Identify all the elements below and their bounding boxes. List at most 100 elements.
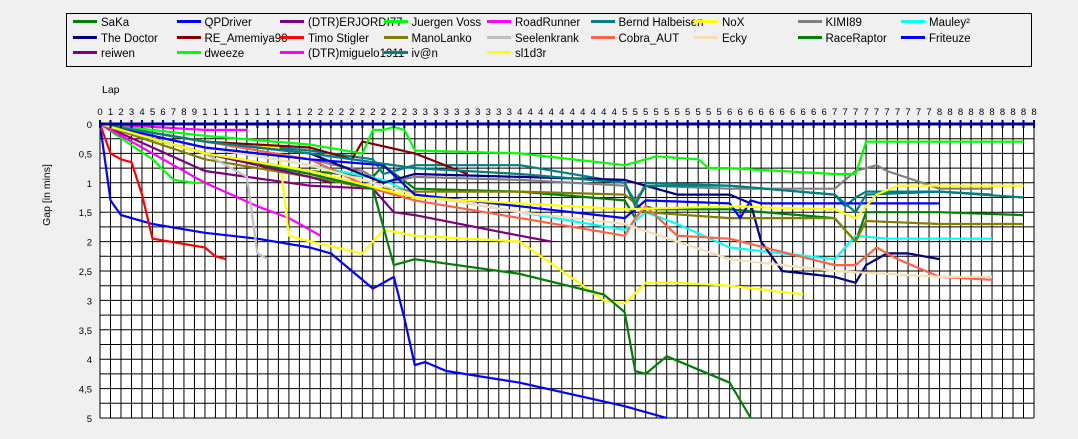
x-tick-label: 4 <box>517 107 522 118</box>
x-tick-label: 1 <box>213 107 218 118</box>
legend-swatch <box>280 35 304 39</box>
x-tick-label: 2 <box>307 107 312 118</box>
legend-label: RE_Amemiya90 <box>204 32 288 45</box>
x-tick-label: 1 <box>265 107 270 118</box>
legend-swatch <box>280 51 304 55</box>
legend-item: RaceRaptor <box>797 32 887 47</box>
legend-item: Bernd Halbeisen <box>590 16 704 31</box>
x-tick-label: 4 <box>591 107 596 118</box>
series-line-roadrunner <box>99 123 321 237</box>
x-tick-label: 1 <box>244 107 249 118</box>
legend-label: The Doctor <box>101 32 158 45</box>
x-tick-label: 1 <box>286 107 291 118</box>
x-tick-label: 6 <box>779 107 784 118</box>
legend-swatch <box>73 51 97 55</box>
x-tick-label: 5 <box>664 107 669 118</box>
x-tick-label: 3 <box>454 107 459 118</box>
legend-label: Friteuze <box>929 32 971 45</box>
x-tick-label: 7 <box>895 107 900 118</box>
series-line-nox <box>99 122 804 305</box>
legend-label: KIMI89 <box>825 17 862 29</box>
x-tick-label: 1 <box>297 107 302 118</box>
x-tick-label: 0 <box>97 107 102 118</box>
y-tick-label: 0,5 <box>79 149 92 160</box>
y-tick-label: 3 <box>87 296 92 307</box>
x-tick-label: 3 <box>507 107 512 118</box>
x-tick-label: 4 <box>538 107 543 118</box>
x-tick-label: 5 <box>706 107 711 118</box>
x-tick-label: 8 <box>1000 107 1005 118</box>
legend-label: sl1d3r <box>515 48 547 60</box>
x-tick-label: 4 <box>612 107 617 118</box>
legend-item: NoX <box>694 16 744 31</box>
legend-label: Mauley² <box>929 17 970 29</box>
x-tick-label: 7 <box>874 107 879 118</box>
legend-swatch <box>797 35 822 39</box>
x-tick-label: 8 <box>1010 107 1015 118</box>
legend-label: Cobra_AUT <box>618 32 680 45</box>
x-tick-label: 8 <box>947 107 952 118</box>
legend-label: (DTR)ERJORDI77 <box>308 17 403 29</box>
x-tick-label: 7 <box>926 107 931 118</box>
x-tick-label: 4 <box>559 107 564 118</box>
legend-item: RE_Amemiya90 <box>176 32 288 47</box>
legend-swatch <box>176 51 201 55</box>
x-tick-label: 7 <box>884 107 889 118</box>
legend-item: Timo Stigler <box>280 32 369 47</box>
x-tick-label: 2 <box>118 107 123 118</box>
legend-swatch <box>487 51 511 55</box>
x-tick-label: 9 <box>192 107 197 118</box>
x-tick-label: 5 <box>150 107 155 118</box>
series-line--dtr-erjordi77 <box>99 122 552 243</box>
legend-item: dweeze <box>176 47 245 62</box>
legend-item: Seelenkrank <box>487 32 579 47</box>
legend-label: RaceRaptor <box>825 32 887 45</box>
x-tick-label: 2 <box>328 107 333 118</box>
x-tick-label: 8 <box>968 107 973 118</box>
x-tick-label: 2 <box>402 107 407 118</box>
legend-label: SaKa <box>101 17 130 29</box>
x-tick-label: 3 <box>486 107 491 118</box>
x-tick-label: 7 <box>863 107 868 118</box>
x-tick-label: 6 <box>800 107 805 118</box>
x-tick-label: 5 <box>643 107 648 118</box>
legend-swatch <box>694 20 718 24</box>
legend-label: Seelenkrank <box>515 32 579 45</box>
legend-label: iv@n <box>411 48 438 60</box>
legend-swatch <box>694 35 718 39</box>
x-tick-label: 8 <box>181 107 186 118</box>
x-tick-label: 6 <box>738 107 743 118</box>
x-tick-label: 8 <box>989 107 994 118</box>
y-tick-label: 5 <box>87 414 92 425</box>
x-tick-label: 6 <box>769 107 774 118</box>
x-tick-label: 2 <box>339 107 344 118</box>
y-tick-label: 0 <box>87 120 92 131</box>
x-tick-label: 1 <box>234 107 239 118</box>
x-tick-label: 4 <box>528 107 533 118</box>
x-tick-label: 7 <box>842 107 847 118</box>
legend-item: (DTR)ERJORDI77 <box>280 16 403 31</box>
x-tick-label: 3 <box>412 107 417 118</box>
series-line-timo-stigler <box>98 123 227 261</box>
legend-label: dweeze <box>204 48 245 60</box>
series-line-juergen-voss <box>99 123 205 184</box>
series-line-the-doctor <box>99 122 940 284</box>
legend-swatch <box>901 35 925 39</box>
series-line-sl1d3r <box>99 122 1024 220</box>
legend-item: Cobra_AUT <box>590 32 680 47</box>
series-line--dtr-miguelo1911 <box>99 122 247 131</box>
x-tick-label: 3 <box>496 107 501 118</box>
legend-swatch <box>797 20 822 24</box>
y-tick-label: 2,5 <box>79 267 92 278</box>
legend-label: reiwen <box>101 48 135 60</box>
legend-item: (DTR)miguelo1911 <box>280 47 404 62</box>
legend-swatch <box>176 20 201 24</box>
x-tick-label: 8 <box>937 107 942 118</box>
x-tick-label: 3 <box>129 107 134 118</box>
x-tick-label: 5 <box>675 107 680 118</box>
x-tick-label: 1 <box>276 107 281 118</box>
legend-item: Mauley² <box>901 16 970 31</box>
grid-layer <box>99 123 1035 419</box>
x-tick-label: 3 <box>433 107 438 118</box>
legend-item: RoadRunner <box>487 16 580 31</box>
